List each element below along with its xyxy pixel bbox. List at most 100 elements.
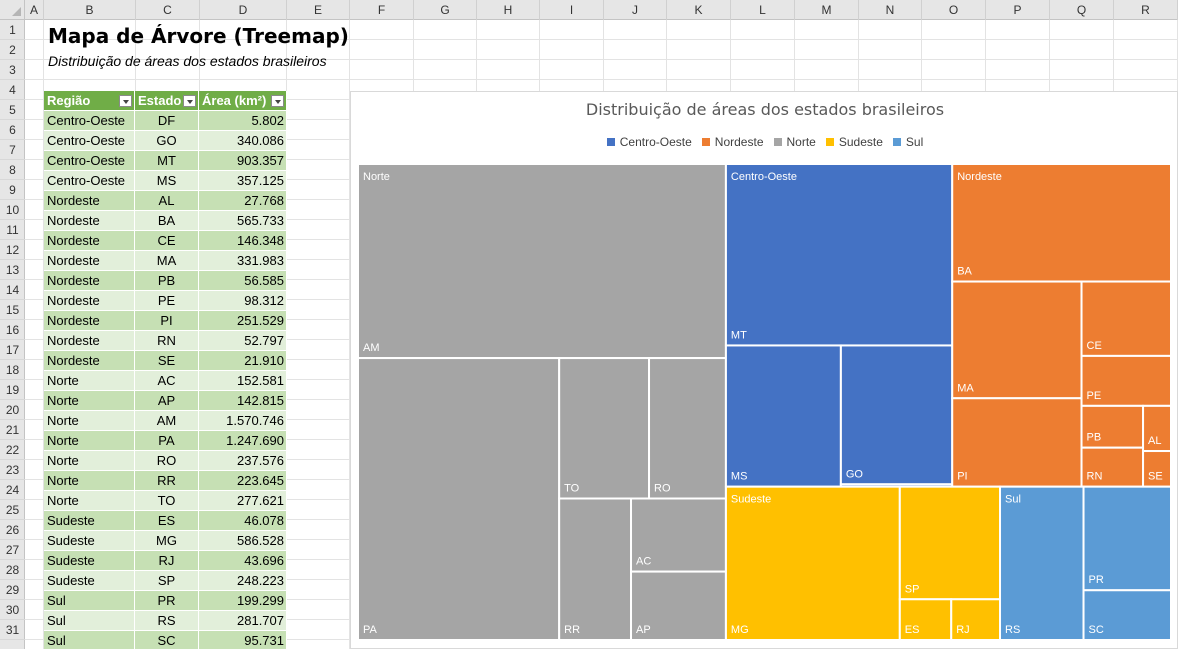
table-header-cell[interactable]: Região (44, 91, 135, 111)
row-header[interactable]: 20 (0, 400, 25, 420)
state-cell[interactable]: DF (135, 111, 199, 131)
state-cell[interactable]: SP (135, 571, 199, 591)
column-header[interactable]: M (795, 0, 859, 20)
column-header[interactable]: E (287, 0, 350, 20)
region-cell[interactable]: Norte (44, 491, 135, 511)
area-cell[interactable]: 27.768 (199, 191, 287, 211)
area-cell[interactable]: 199.299 (199, 591, 287, 611)
area-cell[interactable]: 357.125 (199, 171, 287, 191)
state-cell[interactable]: PE (135, 291, 199, 311)
region-cell[interactable]: Sudeste (44, 531, 135, 551)
area-cell[interactable]: 52.797 (199, 331, 287, 351)
area-cell[interactable]: 56.585 (199, 271, 287, 291)
area-cell[interactable]: 1.570.746 (199, 411, 287, 431)
select-all-corner[interactable] (0, 0, 25, 20)
region-cell[interactable]: Norte (44, 371, 135, 391)
column-header[interactable]: R (1114, 0, 1178, 20)
row-header[interactable]: 21 (0, 420, 25, 440)
area-cell[interactable]: 281.707 (199, 611, 287, 631)
treemap-tile-pi[interactable] (951, 397, 1083, 488)
area-cell[interactable]: 95.731 (199, 631, 287, 649)
state-cell[interactable]: PR (135, 591, 199, 611)
region-cell[interactable]: Nordeste (44, 291, 135, 311)
legend-entry[interactable]: Sul (892, 135, 923, 149)
state-cell[interactable]: PI (135, 311, 199, 331)
treemap-tile-am[interactable] (357, 163, 727, 360)
region-cell[interactable]: Nordeste (44, 191, 135, 211)
area-cell[interactable]: 21.910 (199, 351, 287, 371)
row-header[interactable]: 7 (0, 140, 25, 160)
state-cell[interactable]: ES (135, 511, 199, 531)
region-cell[interactable]: Sul (44, 611, 135, 631)
legend-entry[interactable]: Sudeste (825, 135, 883, 149)
table-header-cell[interactable]: Estado (135, 91, 199, 111)
region-cell[interactable]: Norte (44, 471, 135, 491)
column-header[interactable]: C (136, 0, 200, 20)
column-header[interactable]: F (350, 0, 414, 20)
row-header[interactable]: 11 (0, 220, 25, 240)
region-cell[interactable]: Sudeste (44, 511, 135, 531)
area-cell[interactable]: 340.086 (199, 131, 287, 151)
row-header[interactable]: 19 (0, 380, 25, 400)
area-cell[interactable]: 5.802 (199, 111, 287, 131)
column-header[interactable]: D (200, 0, 287, 20)
region-cell[interactable]: Centro-Oeste (44, 171, 135, 191)
area-cell[interactable]: 142.815 (199, 391, 287, 411)
area-cell[interactable]: 251.529 (199, 311, 287, 331)
state-cell[interactable]: AL (135, 191, 199, 211)
area-cell[interactable]: 331.983 (199, 251, 287, 271)
row-header[interactable]: 29 (0, 580, 25, 600)
treemap-tile-ba[interactable] (951, 163, 1172, 283)
sheet-subtitle[interactable]: Distribuição de áreas dos estados brasil… (48, 53, 327, 69)
sheet-title[interactable]: Mapa de Árvore (Treemap) (48, 24, 349, 48)
row-header[interactable]: 4 (0, 80, 25, 100)
region-cell[interactable]: Sudeste (44, 571, 135, 591)
state-cell[interactable]: RJ (135, 551, 199, 571)
area-cell[interactable]: 237.576 (199, 451, 287, 471)
state-cell[interactable]: CE (135, 231, 199, 251)
area-cell[interactable]: 248.223 (199, 571, 287, 591)
column-header[interactable]: P (986, 0, 1050, 20)
state-cell[interactable]: RS (135, 611, 199, 631)
region-cell[interactable]: Centro-Oeste (44, 131, 135, 151)
treemap-tile-go[interactable] (839, 344, 954, 486)
region-cell[interactable]: Nordeste (44, 251, 135, 271)
area-cell[interactable]: 277.621 (199, 491, 287, 511)
area-cell[interactable]: 46.078 (199, 511, 287, 531)
state-cell[interactable]: SE (135, 351, 199, 371)
state-cell[interactable]: BA (135, 211, 199, 231)
row-header[interactable]: 25 (0, 500, 25, 520)
row-header[interactable]: 5 (0, 100, 25, 120)
treemap-tile-to[interactable] (558, 357, 651, 500)
column-header[interactable]: J (604, 0, 667, 20)
row-header[interactable]: 8 (0, 160, 25, 180)
treemap-tile-mt[interactable] (724, 163, 954, 347)
treemap-tile-mg[interactable] (724, 485, 901, 641)
area-cell[interactable]: 152.581 (199, 371, 287, 391)
legend-entry[interactable]: Centro-Oeste (606, 135, 692, 149)
row-header[interactable]: 3 (0, 60, 25, 80)
treemap-tile-rj[interactable] (950, 598, 1002, 642)
area-cell[interactable]: 223.645 (199, 471, 287, 491)
state-cell[interactable]: PB (135, 271, 199, 291)
treemap-tile-pr[interactable] (1082, 485, 1172, 592)
row-header[interactable]: 13 (0, 260, 25, 280)
area-cell[interactable]: 146.348 (199, 231, 287, 251)
row-header[interactable]: 31 (0, 620, 25, 640)
row-header[interactable]: 6 (0, 120, 25, 140)
region-cell[interactable]: Norte (44, 411, 135, 431)
row-header[interactable]: 24 (0, 480, 25, 500)
treemap-chart[interactable]: AM PA TO RO RR AC AP Norte MT MS GO Centro-Oeste BA M… (350, 91, 1178, 649)
region-cell[interactable]: Norte (44, 451, 135, 471)
state-cell[interactable]: MT (135, 151, 199, 171)
state-cell[interactable]: RR (135, 471, 199, 491)
area-cell[interactable]: 98.312 (199, 291, 287, 311)
region-cell[interactable]: Sul (44, 631, 135, 649)
state-cell[interactable]: AM (135, 411, 199, 431)
row-header[interactable]: 10 (0, 200, 25, 220)
area-cell[interactable]: 903.357 (199, 151, 287, 171)
filter-dropdown-icon[interactable] (183, 95, 196, 107)
state-cell[interactable]: RO (135, 451, 199, 471)
column-header[interactable]: L (731, 0, 795, 20)
region-cell[interactable]: Sudeste (44, 551, 135, 571)
